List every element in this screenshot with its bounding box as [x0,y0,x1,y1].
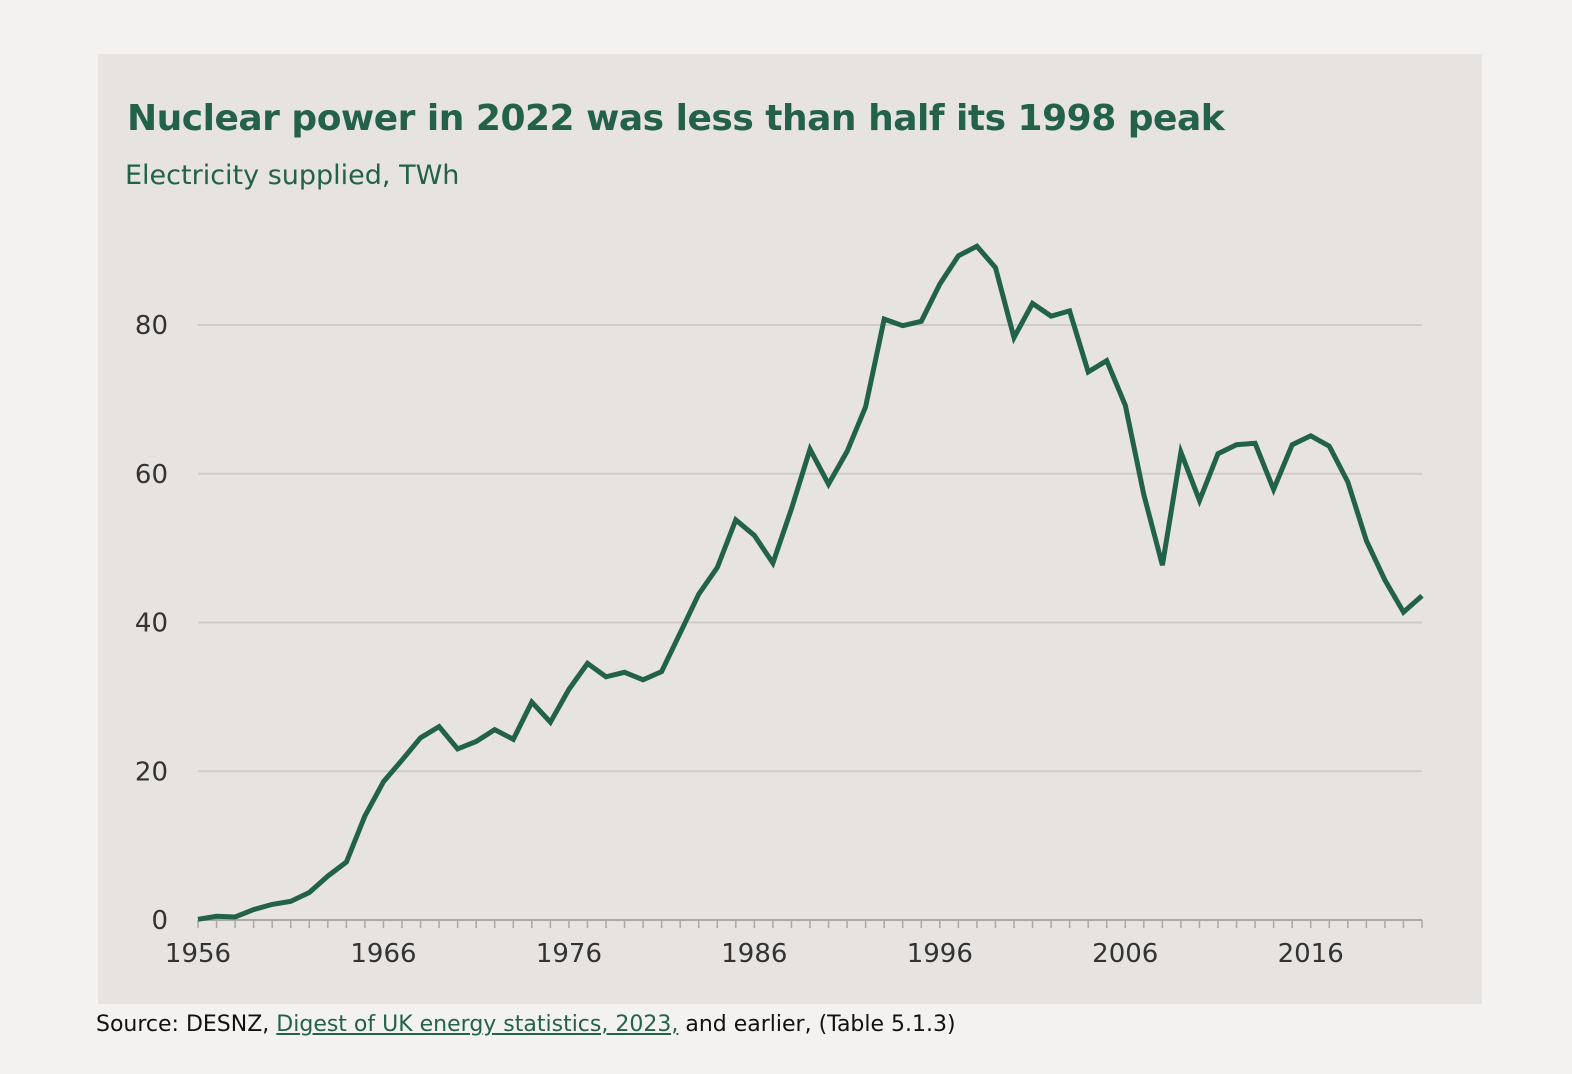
data-point-1982 [678,631,682,635]
data-point-1991 [845,449,849,453]
data-point-2003 [1068,309,1072,313]
data-point-2015 [1290,443,1294,447]
data-point-1990 [827,482,831,486]
data-point-2006 [1123,403,1127,407]
data-point-2001 [1031,301,1035,305]
y-tick-label-20: 20 [135,757,168,787]
data-point-2008 [1160,563,1164,567]
x-tick-label-1996: 1996 [907,939,973,969]
data-point-1999 [994,266,998,270]
series-layer [196,243,1424,922]
data-point-1969 [437,725,441,729]
data-point-1984 [715,566,719,570]
data-point-1979 [623,670,627,674]
data-point-2019 [1364,539,1368,543]
data-point-1974 [530,700,534,704]
data-point-1983 [697,592,701,596]
x-tick-label-1966: 1966 [350,939,416,969]
data-point-2022 [1420,594,1424,598]
x-tick-label-2016: 2016 [1278,939,1344,969]
data-point-1986 [752,534,756,538]
data-point-1958 [233,915,237,919]
y-tick-label-0: 0 [151,906,168,936]
chart-panel [98,54,1482,1004]
data-point-2020 [1383,578,1387,582]
data-point-1975 [548,720,552,724]
x-tick-label-1956: 1956 [165,939,231,969]
source-note: Source: DESNZ, Digest of UK energy stati… [96,1012,956,1037]
data-point-2018 [1346,480,1350,484]
data-point-1978 [604,675,608,679]
data-point-2012 [1235,443,1239,447]
y-tick-label-80: 80 [135,311,168,341]
data-point-1963 [326,874,330,878]
x-tick-label-2006: 2006 [1092,939,1158,969]
data-point-1987 [771,561,775,565]
data-point-1981 [660,670,664,674]
data-point-2005 [1105,359,1109,363]
x-tick-label-1976: 1976 [536,939,602,969]
data-point-1973 [511,737,515,741]
data-point-2000 [1012,336,1016,340]
gridlines [198,324,1422,773]
data-point-1977 [586,661,590,665]
source-link[interactable]: Digest of UK energy statistics, 2023, [276,1012,679,1037]
data-point-1964 [344,860,348,864]
data-point-2007 [1142,493,1146,497]
data-point-1995 [919,319,923,323]
data-point-2021 [1402,610,1406,614]
data-point-1970 [456,747,460,751]
data-point-2017 [1327,444,1331,448]
data-point-1959 [252,908,256,912]
data-point-1998 [975,244,979,248]
data-point-1997 [956,254,960,258]
data-point-2009 [1179,450,1183,454]
data-point-1989 [808,447,812,451]
data-point-2013 [1253,441,1257,445]
x-axis [197,919,1423,928]
chart-subtitle: Electricity supplied, TWh [125,160,460,191]
data-point-1962 [307,891,311,895]
series-line-0 [197,243,1424,922]
data-point-1961 [289,899,293,903]
data-point-2004 [1086,370,1090,374]
y-tick-label-60: 60 [135,460,168,490]
data-point-2011 [1216,452,1220,456]
data-point-1956 [196,917,200,921]
data-point-1985 [734,518,738,522]
data-point-1996 [938,282,942,286]
data-point-1992 [864,405,868,409]
data-point-2016 [1309,434,1313,438]
data-point-1980 [641,678,645,682]
data-point-1993 [882,317,886,321]
data-point-1960 [270,902,274,906]
data-point-1957 [215,914,219,918]
data-point-1971 [474,740,478,744]
source-suffix: and earlier, (Table 5.1.3) [678,1012,956,1037]
data-point-1968 [419,736,423,740]
x-tick-label-1986: 1986 [721,939,787,969]
source-prefix: Source: DESNZ, [96,1012,277,1037]
data-point-1972 [493,728,497,732]
data-point-2010 [1198,499,1202,503]
y-tick-label-40: 40 [135,609,168,639]
data-point-1965 [363,814,367,818]
data-point-1967 [400,758,404,762]
data-point-1994 [901,324,905,328]
chart-title: Nuclear power in 2022 was less than half… [127,98,1225,139]
data-point-2014 [1272,487,1276,491]
data-point-1976 [567,687,571,691]
data-point-2002 [1049,314,1053,318]
data-point-1966 [382,780,386,784]
tick-labels: 0 20 40 60 80 1956 1966 1976 1986 1996 2006 2016 [135,311,1344,969]
data-point-1988 [790,507,794,511]
